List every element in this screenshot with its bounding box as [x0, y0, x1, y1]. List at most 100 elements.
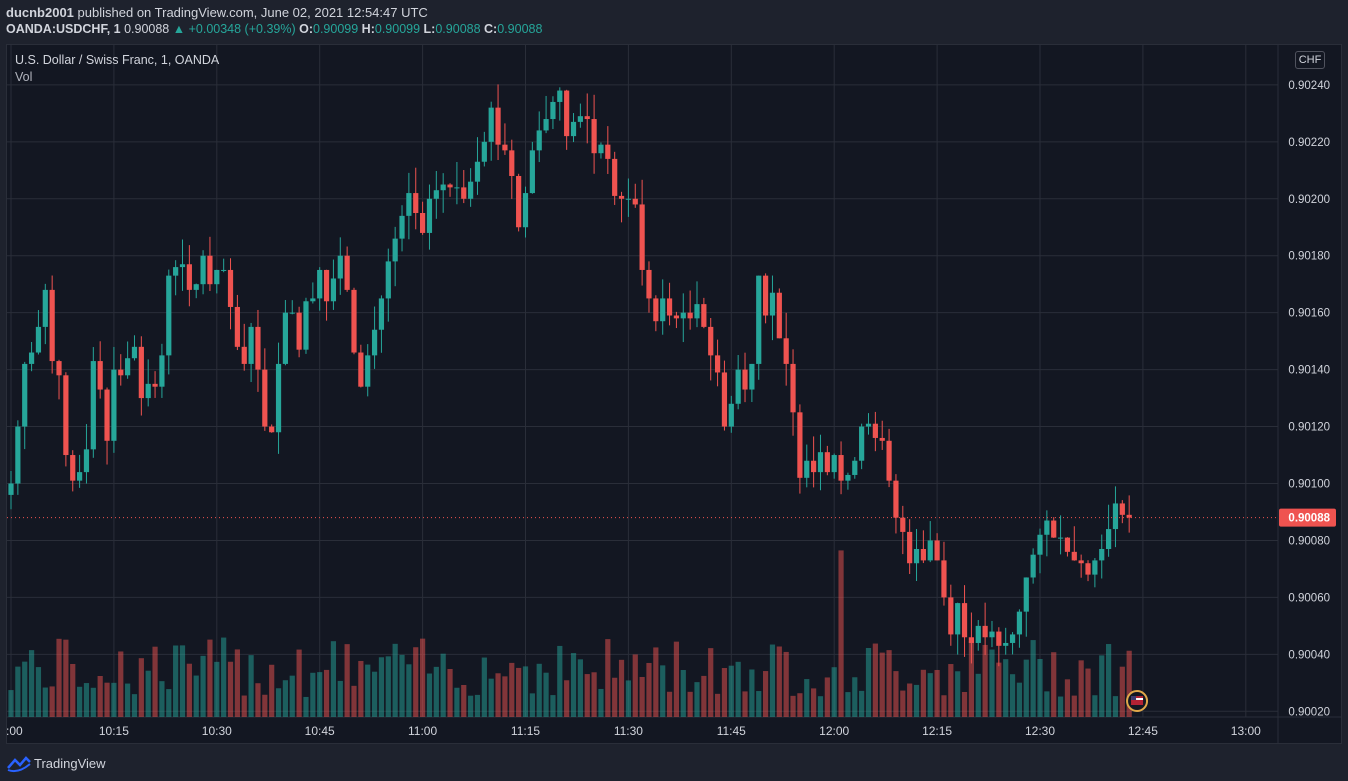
candle-body	[145, 383, 151, 399]
candle-body	[296, 312, 302, 350]
candle-body	[975, 625, 981, 643]
change-text: ▲ +0.00348 (+0.39%)	[172, 22, 296, 36]
candle-body	[15, 426, 21, 484]
volume-bar	[289, 675, 295, 717]
candle-body	[509, 150, 515, 176]
volume-bar	[344, 644, 350, 717]
candle-body	[776, 292, 782, 339]
volume-bar	[262, 694, 268, 717]
candle-body	[797, 412, 803, 478]
volume-bar	[28, 650, 35, 717]
candle-body	[310, 298, 316, 302]
volume-bar	[749, 669, 755, 717]
candle-body	[845, 474, 851, 481]
volume-bar	[1009, 674, 1016, 717]
candle-body	[502, 144, 508, 151]
candle-body	[625, 198, 631, 200]
candle-body	[1119, 503, 1125, 515]
candle-body	[125, 358, 131, 376]
candle-body	[660, 298, 666, 322]
volume-bar	[426, 673, 433, 717]
volume-bar	[454, 687, 460, 717]
volume-bar	[831, 667, 837, 717]
volume-bar	[406, 664, 412, 717]
volume-bar	[1106, 644, 1112, 717]
chart-panel[interactable]	[6, 44, 1342, 744]
candle-body	[1057, 537, 1064, 539]
y-tick-label: 0.90060	[1288, 592, 1330, 604]
volume-bar	[1051, 652, 1057, 717]
volume-bar	[865, 647, 872, 717]
volume-bar	[817, 696, 824, 717]
currency-button[interactable]: CHF	[1295, 51, 1325, 69]
volume-bar	[56, 638, 62, 717]
volume-bar	[323, 669, 330, 717]
volume-bar	[193, 675, 199, 717]
candle-body	[948, 597, 954, 635]
candle-body	[522, 193, 529, 228]
candle-body	[255, 326, 261, 370]
volume-bar	[1016, 682, 1023, 717]
volume-bar	[687, 691, 693, 717]
candle-body	[330, 278, 337, 302]
volume-bar	[694, 682, 700, 717]
volume-bar	[948, 664, 954, 717]
y-tick-label: 0.90220	[1288, 137, 1330, 149]
volume-bar	[612, 677, 618, 717]
candle-body	[996, 631, 1002, 646]
volume-bar	[303, 696, 309, 717]
volume-bar	[173, 645, 179, 717]
volume-bar	[131, 694, 138, 717]
volume-bar	[625, 680, 631, 717]
candle-body	[1044, 520, 1050, 535]
candle-body	[550, 101, 556, 120]
candle-body	[22, 363, 28, 427]
volume-bar	[186, 663, 192, 717]
volume-bar	[893, 671, 899, 717]
volume-bar	[365, 664, 371, 717]
volume-bar	[714, 693, 721, 717]
volume-bar	[584, 674, 590, 717]
y-tick-label: 0.90240	[1288, 80, 1330, 92]
volume-bar	[317, 672, 323, 717]
volume-bar	[502, 676, 508, 717]
candle-body	[783, 338, 789, 364]
candle-body	[454, 187, 460, 189]
candle-body	[639, 204, 645, 270]
candle-body	[1037, 534, 1043, 555]
candle-body	[570, 121, 577, 137]
volume-bar	[975, 673, 981, 717]
volume-bar	[1092, 695, 1098, 717]
candle-body	[275, 363, 282, 433]
candle-body	[1106, 529, 1112, 549]
volume-bar	[234, 649, 240, 717]
candle-body	[516, 175, 522, 228]
candle-body	[769, 292, 776, 316]
volume-bar	[872, 643, 878, 717]
x-tick-label: 11:30	[614, 724, 643, 738]
candle-body	[536, 130, 542, 151]
candle-body	[577, 116, 583, 122]
tradingview-brand[interactable]: TradingView	[34, 756, 106, 771]
volume-bar	[543, 672, 549, 717]
candle-body	[1003, 642, 1009, 646]
volume-bar	[653, 647, 659, 717]
candle-body	[646, 269, 652, 299]
y-tick-label: 0.90020	[1288, 706, 1330, 718]
candle-body	[1023, 577, 1029, 612]
candle-body	[495, 107, 501, 145]
candle-body	[852, 460, 858, 475]
publisher-name[interactable]: ducnb2001	[6, 5, 74, 20]
volume-bar	[509, 662, 515, 717]
candle-body	[70, 455, 76, 481]
volume-bar	[550, 695, 556, 717]
volume-bar	[214, 661, 220, 717]
volume-bar	[769, 644, 776, 717]
volume-bar	[907, 683, 913, 717]
candle-body	[1099, 549, 1105, 561]
candle-body	[118, 369, 124, 376]
volume-bar	[804, 679, 810, 717]
candle-body	[97, 361, 103, 390]
candle-body	[337, 255, 343, 279]
